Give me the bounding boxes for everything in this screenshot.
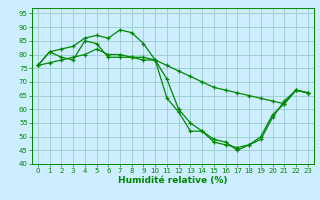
X-axis label: Humidité relative (%): Humidité relative (%) xyxy=(118,176,228,185)
